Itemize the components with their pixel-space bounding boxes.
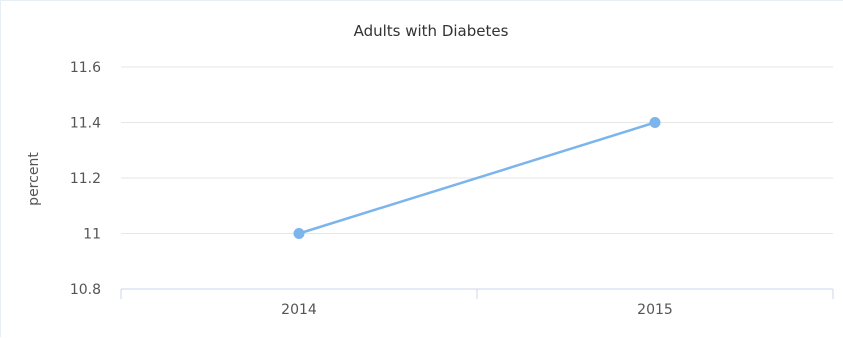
- series-layer: [293, 117, 661, 239]
- y-tick-label: 10.8: [70, 282, 101, 298]
- y-tick-label: 11.2: [70, 171, 101, 187]
- x-axis: [120, 288, 834, 299]
- x-tick-label: 2015: [637, 302, 673, 318]
- data-point[interactable]: [649, 117, 661, 128]
- y-axis-tick-labels: 10.8 11 11.2 11.4 11.6: [70, 60, 101, 298]
- series-line: [298, 121, 656, 235]
- y-tick-label: 11.4: [70, 116, 101, 132]
- data-point[interactable]: [293, 228, 305, 239]
- y-tick-label: 11: [83, 227, 101, 243]
- y-axis-title: percent: [26, 152, 42, 206]
- y-tick-label: 11.6: [70, 60, 101, 76]
- gridlines: [121, 66, 833, 234]
- x-tick-label: 2014: [281, 302, 317, 318]
- x-axis-tick-labels: 2014 2015: [281, 302, 673, 318]
- chart-title: Adults with Diabetes: [354, 22, 509, 40]
